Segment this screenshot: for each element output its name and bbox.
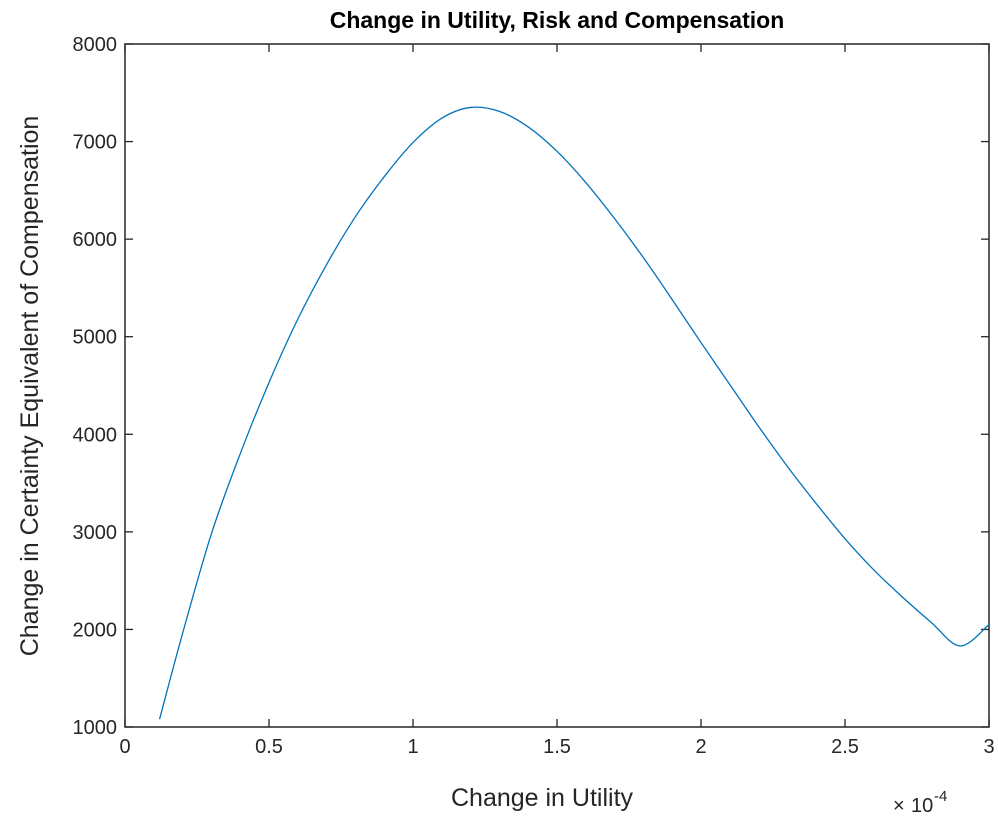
y-axis-label: Change in Certainty Equivalent of Compen… [16, 116, 44, 657]
y-tick-label: 6000 [73, 229, 118, 251]
y-tick-label: 7000 [73, 132, 118, 154]
series-line [158, 106, 990, 720]
x-exponent-times: × [893, 795, 905, 817]
y-tick-label: 5000 [73, 327, 118, 349]
plot-area-frame [124, 43, 990, 728]
x-tick-labels: 0 0.5 1 1.5 2 2.5 3 [119, 736, 994, 758]
y-tick-label: 4000 [73, 424, 118, 446]
y-tick-labels: 1000 2000 3000 4000 5000 6000 7000 8000 [73, 34, 118, 739]
y-tick-label: 8000 [73, 34, 118, 56]
y-tick-label: 3000 [73, 522, 118, 544]
axis-ticks [124, 43, 990, 728]
x-exponent-power: -4 [934, 788, 947, 805]
x-tick-label: 2.5 [831, 736, 859, 758]
x-axis-label: Change in Utility [451, 784, 634, 812]
chart-title: Change in Utility, Risk and Compensation [330, 7, 785, 33]
x-tick-label: 0.5 [255, 736, 283, 758]
y-tick-label: 1000 [73, 717, 118, 739]
y-tick-label: 2000 [73, 619, 118, 641]
x-exponent-label: × 10 -4 [893, 788, 947, 817]
x-tick-label: 3 [983, 736, 994, 758]
x-exponent-base: 10 [911, 795, 933, 817]
x-tick-label: 1.5 [543, 736, 571, 758]
x-tick-label: 0 [119, 736, 130, 758]
x-tick-label: 1 [407, 736, 418, 758]
x-tick-label: 2 [695, 736, 706, 758]
